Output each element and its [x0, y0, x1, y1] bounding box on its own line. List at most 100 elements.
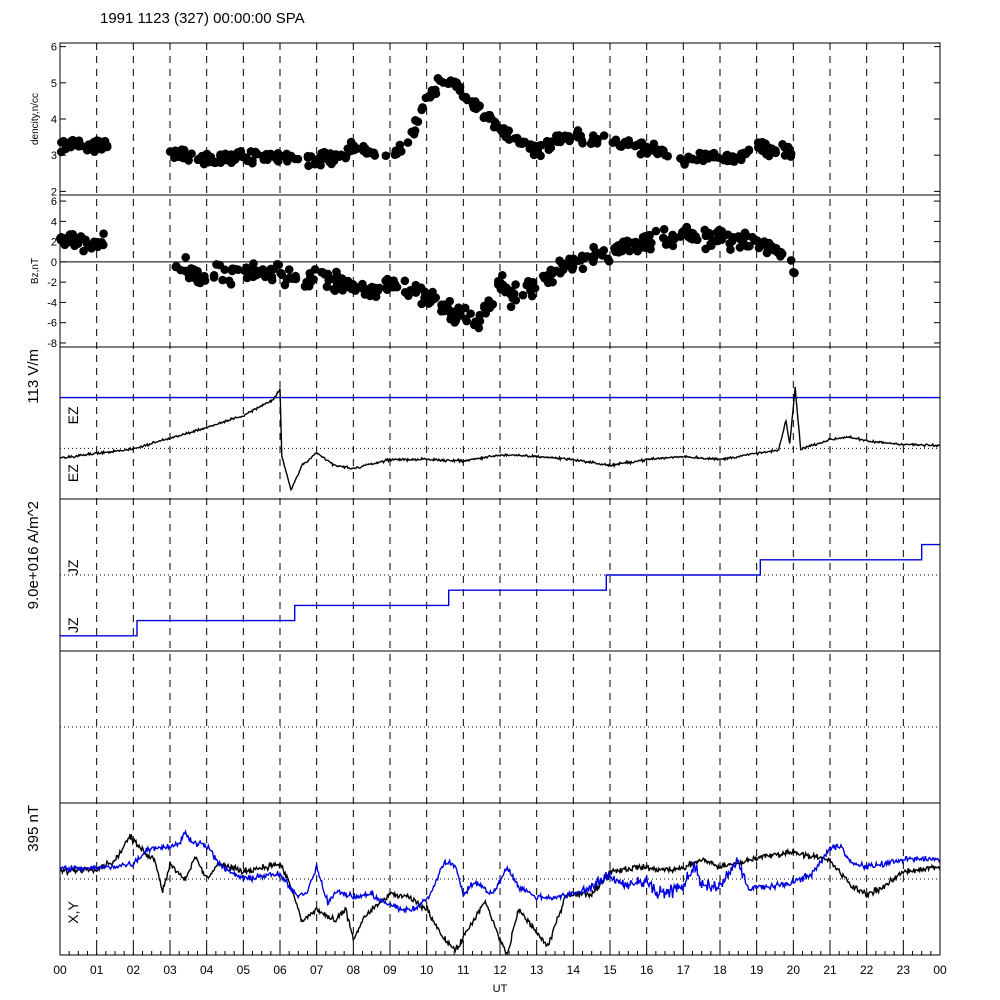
- xy-scale-label: 395 nT: [25, 805, 42, 852]
- density-point-346: [636, 140, 645, 149]
- xtick-label-1: 01: [90, 963, 104, 977]
- bz-point-457: [336, 276, 346, 285]
- xtick-label-0: 00: [53, 963, 67, 977]
- xtick-label-10: 10: [420, 963, 434, 977]
- bz-point-392: [227, 266, 237, 276]
- density-point-173: [599, 131, 609, 140]
- density-point-376: [89, 137, 99, 147]
- density-ytick-label-4: 6: [51, 42, 57, 54]
- density-point-405: [695, 148, 705, 158]
- xtick-label-21: 21: [823, 963, 837, 977]
- bz-point-449: [93, 238, 103, 247]
- bz-ytick-label-5: 2: [51, 237, 57, 249]
- xy-series-y-1: [59, 829, 941, 914]
- density-point-410: [262, 149, 271, 159]
- xtick-label-9: 09: [383, 963, 397, 977]
- bz-point-401: [481, 309, 491, 318]
- density-ytick-label-3: 5: [51, 78, 57, 90]
- bz-point-374: [193, 266, 202, 276]
- bz-point-359: [617, 246, 627, 256]
- xtick-label-19: 19: [750, 963, 764, 977]
- bz-point-251: [274, 260, 283, 270]
- density-point-326: [553, 137, 563, 146]
- bz-point-431: [344, 282, 353, 292]
- density-ylabel: dencity,n/cc: [30, 93, 41, 145]
- bz-point-249: [424, 299, 434, 308]
- density-point-392: [322, 149, 332, 159]
- bz-point-459: [71, 239, 81, 249]
- bz-point-356: [181, 253, 191, 262]
- bz-point-454: [263, 268, 273, 278]
- bz-point-425: [64, 237, 74, 247]
- density-point-296: [620, 137, 630, 147]
- bz-point-388: [305, 269, 315, 278]
- bz-ytick-label-4: 0: [51, 257, 57, 269]
- bz-point-411: [636, 243, 646, 252]
- bz-point-276: [760, 237, 769, 246]
- density-point-230: [512, 133, 522, 143]
- density-point-349: [306, 152, 316, 161]
- density-ytick-label-1: 3: [51, 150, 57, 162]
- density-point-293: [178, 148, 188, 158]
- bz-ytick-label-1: -6: [47, 318, 57, 330]
- density-point-93: [304, 161, 313, 171]
- bz-point-442: [686, 228, 695, 238]
- density-point-353: [576, 131, 586, 141]
- ez-trace-label-1: EZ: [65, 464, 81, 482]
- bz-point-135: [417, 299, 426, 309]
- bz-point-320: [710, 236, 720, 245]
- ez-series-ez-1: [59, 386, 941, 492]
- density-point-381: [237, 150, 247, 160]
- jz-trace-label-1: JZ: [65, 617, 81, 633]
- bz-point-74: [625, 246, 634, 256]
- density-point-403: [211, 158, 220, 168]
- bz-point-383: [557, 259, 567, 269]
- bz-point-391: [568, 265, 577, 274]
- bz-point-266: [745, 241, 754, 251]
- bz-point-435: [226, 280, 236, 289]
- density-point-414: [724, 155, 733, 165]
- density-point-417: [452, 82, 461, 92]
- bz-point-390: [665, 235, 674, 245]
- density-point-334: [529, 150, 539, 160]
- xtick-label-20: 20: [787, 963, 801, 977]
- xtick-label-5: 05: [237, 963, 251, 977]
- density-point-377: [293, 154, 303, 164]
- density-point-356: [692, 155, 702, 165]
- xtick-label-11: 11: [457, 963, 470, 977]
- density-point-407: [709, 148, 719, 158]
- bz-point-37: [506, 302, 516, 312]
- density-point-237: [194, 154, 204, 164]
- bz-point-296: [498, 280, 508, 290]
- bz-point-324: [504, 288, 514, 297]
- density-point-394: [565, 136, 574, 146]
- density-point-291: [780, 151, 790, 160]
- density-point-270: [59, 136, 68, 146]
- bz-point-443: [480, 301, 489, 311]
- bz-point-420: [68, 230, 78, 239]
- density-point-340: [737, 149, 746, 158]
- density-point-192: [744, 146, 754, 155]
- bz-point-428: [437, 300, 446, 310]
- bz-point-85: [79, 246, 88, 256]
- bz-point-409: [200, 276, 210, 285]
- density-point-362: [341, 153, 351, 163]
- bz-point-228: [498, 270, 507, 280]
- bz-point-433: [370, 284, 380, 294]
- bz-point-291: [651, 226, 661, 236]
- bz-point-407: [736, 234, 745, 244]
- bz-point-458: [383, 281, 392, 291]
- xtick-label-23: 23: [897, 963, 911, 977]
- bz-point-115: [518, 290, 528, 300]
- bz-point-225: [659, 224, 669, 234]
- bz-ytick-label-3: -2: [47, 277, 57, 289]
- density-point-325: [418, 103, 427, 112]
- bz-ytick-label-2: -4: [47, 297, 57, 309]
- bz-ytick-label-0: -8: [47, 338, 57, 350]
- density-point-367: [768, 145, 777, 155]
- bz-point-418: [283, 274, 293, 284]
- jz-trace-label-0: JZ: [65, 559, 81, 575]
- bz-point-164: [610, 244, 619, 253]
